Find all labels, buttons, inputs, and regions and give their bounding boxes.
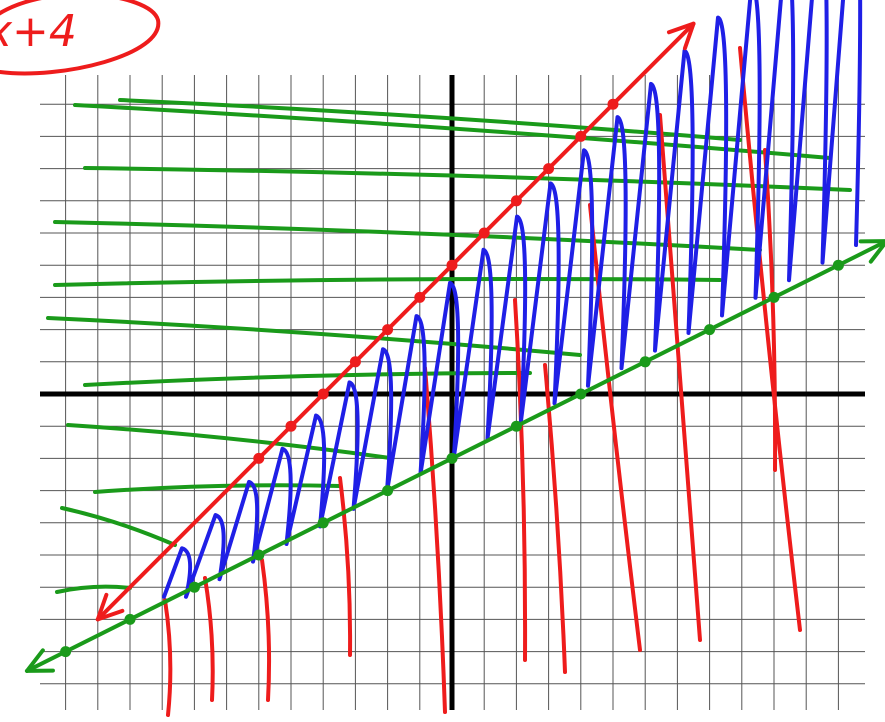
red-shade-stroke [543, 363, 567, 674]
green-plotted-point [768, 291, 780, 303]
green-arrow-start [24, 648, 55, 673]
red-plotted-point [543, 163, 555, 175]
red-shade-stroke [658, 113, 702, 642]
green-shade-stroke [83, 166, 852, 192]
plotted-points [60, 98, 844, 658]
red-plotted-point [317, 388, 329, 400]
green-plotted-point [446, 452, 458, 464]
green-plotted-point [124, 613, 136, 625]
green-plotted-point [832, 259, 844, 271]
green-shade-stroke [66, 423, 392, 460]
red-shade-stroke [763, 148, 778, 472]
green-shade-stroke [60, 506, 177, 547]
green-plotted-point [253, 549, 265, 561]
green-plotted-point [317, 517, 329, 529]
green-shade-stroke [46, 316, 582, 357]
green-plotted-point [382, 485, 394, 497]
blue-overlap-shading [162, 0, 863, 599]
blue-zigzag [162, 0, 863, 599]
boundary-lines [24, 21, 885, 673]
green-arrow-end [858, 239, 885, 264]
red-shade-stroke [338, 476, 353, 657]
red-shade-stroke [513, 298, 528, 662]
green-shade-stroke [55, 584, 132, 594]
green-shading-strokes [46, 98, 852, 594]
green-plotted-point [575, 388, 587, 400]
red-plotted-point [575, 130, 587, 142]
red-plotted-point [382, 324, 394, 336]
green-shade-stroke [53, 220, 762, 252]
red-plotted-point [446, 259, 458, 271]
green-shade-stroke [73, 103, 832, 160]
red-shade-stroke [738, 46, 802, 632]
equation-header: x+4 [0, 0, 161, 76]
equation-circle [0, 0, 161, 76]
red-plotted-point [253, 452, 265, 464]
red-shade-stroke [588, 203, 642, 652]
green-plotted-point [704, 324, 716, 336]
green-plotted-point [188, 581, 200, 593]
green-shade-stroke [93, 483, 342, 494]
red-plotted-point [607, 98, 619, 110]
green-plotted-point [639, 356, 651, 368]
axes [40, 75, 865, 710]
red-arrow-start [95, 592, 125, 622]
red-plotted-point [510, 195, 522, 207]
red-plotted-point [349, 356, 361, 368]
red-shade-stroke [260, 558, 272, 702]
red-shade-stroke [203, 576, 215, 702]
red-arrow-end [666, 21, 696, 51]
red-shading-strokes [163, 46, 802, 717]
equation-text: x+4 [0, 6, 77, 57]
red-plotted-point [414, 291, 426, 303]
red-shade-stroke [163, 598, 173, 717]
green-shade-stroke [83, 371, 532, 387]
green-plotted-point [60, 646, 72, 658]
green-shade-stroke [118, 98, 742, 142]
red-plotted-point [285, 420, 297, 432]
red-plotted-point [478, 227, 490, 239]
red-boundary-line [95, 21, 696, 622]
green-plotted-point [510, 420, 522, 432]
